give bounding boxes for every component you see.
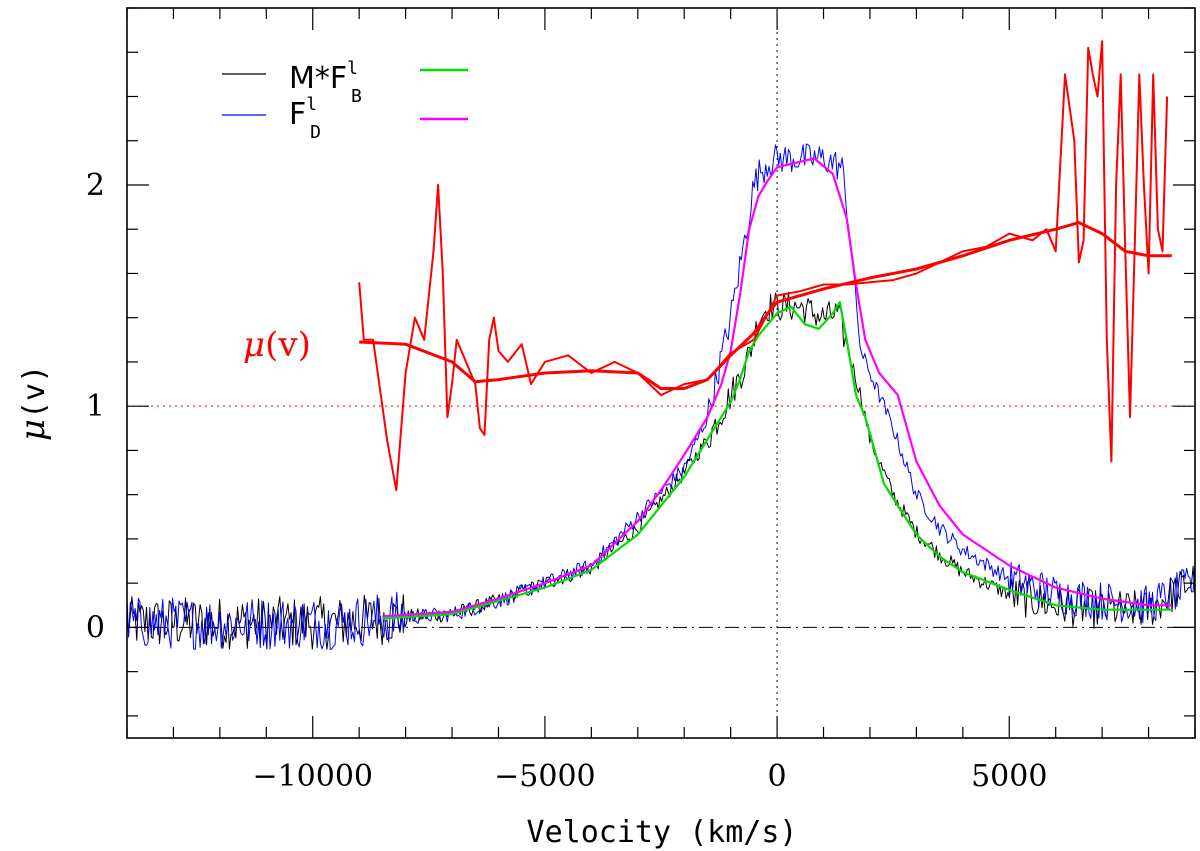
- y-tick-label: 0: [86, 610, 105, 645]
- series-line-2: [382, 301, 1172, 620]
- legend-label-d-main: F: [289, 97, 306, 132]
- x-tick-label: −5000: [494, 759, 595, 794]
- legend-label-b: M*Fl B: [289, 58, 362, 107]
- x-tick-label: −10000: [252, 759, 373, 794]
- legend-label-d-sub: D: [310, 122, 321, 143]
- mu-annotation-arg: (v): [265, 325, 311, 365]
- legend-label-b-sub: B: [351, 86, 362, 107]
- series-line-5: [358, 40, 1169, 492]
- series-line-1: [126, 143, 1196, 650]
- y-axis-title: μ(v): [13, 365, 53, 441]
- plot-frame: [126, 7, 1196, 739]
- y-tick-label: 2: [86, 168, 105, 203]
- series-line-4: [359, 221, 1172, 390]
- reference-lines: [127, 8, 1195, 738]
- mu-annotation: μ(v): [243, 325, 311, 365]
- legend-label-b-main: M*F: [289, 61, 347, 96]
- mu-annotation-symbol: μ: [243, 325, 265, 365]
- y-axis-title-symbol: μ: [13, 419, 53, 441]
- svg-text:μ(v): μ(v): [13, 365, 53, 441]
- x-tick-label: 5000: [971, 759, 1047, 794]
- x-tick-label: 0: [768, 759, 787, 794]
- legend-label-d-sup: l: [306, 94, 317, 115]
- axes-layer: [126, 7, 1196, 739]
- legend-label-b-sup: l: [347, 58, 358, 79]
- tick-labels: −10000 −5000 0 5000 0 1 2: [86, 168, 1048, 794]
- y-axis-title-arg: (v): [17, 365, 52, 419]
- series-line-3: [382, 157, 1172, 618]
- series-layer: [126, 40, 1196, 650]
- legend-label-d: Fl D: [289, 94, 321, 143]
- y-tick-label: 1: [86, 389, 105, 424]
- legend: M*Fl B Fl D: [222, 58, 468, 143]
- x-axis-title: Velocity (km/s): [527, 815, 798, 850]
